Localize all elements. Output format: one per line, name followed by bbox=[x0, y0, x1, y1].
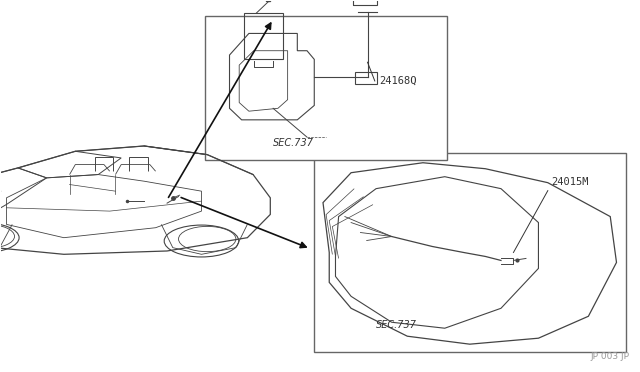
Bar bbox=[353, 0, 377, 4]
Text: JP 003 JP: JP 003 JP bbox=[590, 352, 629, 361]
Text: SEC.737: SEC.737 bbox=[273, 138, 314, 148]
Text: SEC.737: SEC.737 bbox=[376, 320, 417, 330]
Text: 24168Q: 24168Q bbox=[380, 76, 417, 86]
Bar bbox=[355, 72, 377, 84]
Bar bbox=[244, 13, 283, 60]
Text: 24015M: 24015M bbox=[551, 177, 588, 187]
Bar bbox=[314, 153, 626, 352]
Bar bbox=[205, 16, 447, 160]
